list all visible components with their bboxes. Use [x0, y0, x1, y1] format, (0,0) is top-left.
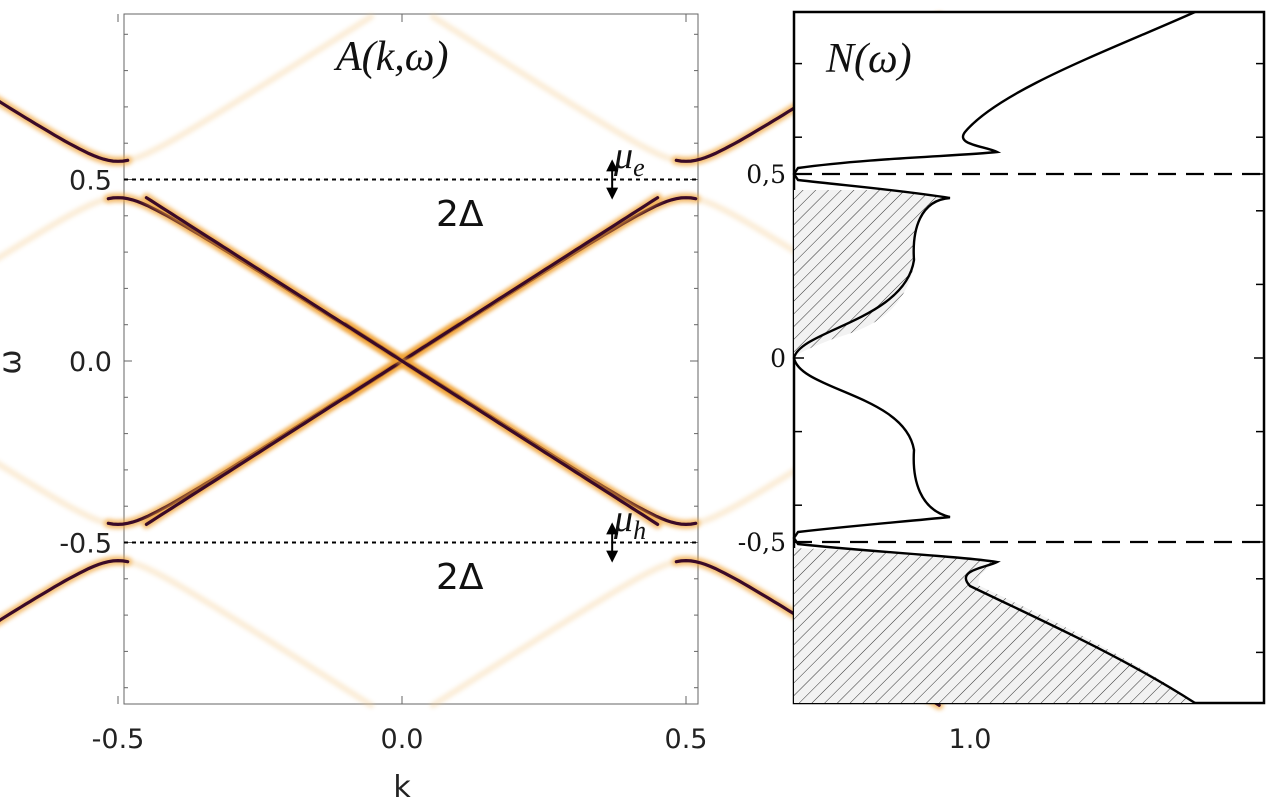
x-tick-label: 0.0 [381, 724, 424, 755]
gap-arrow-head-down [606, 187, 619, 200]
band-line [0, 100, 130, 163]
right-panel-title: N(ω) [825, 36, 912, 82]
gap-arrow-head-down [606, 550, 619, 563]
y-tick-label: 0.0 [69, 347, 112, 378]
y-tick-label: 0.5 [69, 166, 112, 197]
x-axis-label: k [393, 770, 411, 803]
gap-label-upper: 2Δ [436, 194, 484, 235]
y-axis-label: ω [0, 349, 28, 374]
dos-curve [792, 10, 1196, 705]
gap-label-lower: 2Δ [436, 557, 484, 598]
faint-band [429, 13, 675, 163]
spectral-function-panel: -1.0-0.50.00.51.0 -0.50.00.5 A(k,ω) k ω … [0, 12, 1001, 803]
faint-band [429, 559, 675, 709]
x-tick-label: -0.5 [92, 724, 145, 755]
faint-band [0, 196, 107, 261]
faint-band [129, 13, 375, 163]
density-of-states-panel: 0,5 0 -0,5 N(ω) [738, 10, 1266, 705]
x-tick-labels: -1.0-0.50.00.51.0 [92, 724, 992, 755]
hatched-region-lower [794, 548, 1195, 703]
dos-y-tick-label: 0 [770, 344, 786, 373]
dos-y-tick-label: 0,5 [746, 160, 786, 189]
mu-e-label: μe [613, 135, 645, 182]
dos-dashed-lines [794, 172, 1264, 544]
dos-y-tick-label: -0,5 [738, 528, 786, 557]
gap-arrow-head-up [606, 522, 619, 535]
faint-band [129, 559, 375, 709]
faint-band [0, 461, 107, 526]
x-tick-label: 0.5 [665, 724, 708, 755]
dos-y-tick-labels: 0,5 0 -0,5 [738, 160, 786, 557]
hatched-region-upper [794, 190, 945, 358]
band-line [0, 558, 130, 622]
x-tick-label: 1.0 [949, 724, 992, 755]
gap-arrows [606, 159, 619, 563]
y-tick-label: -0.5 [59, 529, 112, 560]
left-panel-title: A(k,ω) [333, 34, 448, 80]
y-tick-labels: -0.5 0.0 0.5 [59, 166, 112, 560]
gap-arrow-head-up [606, 159, 619, 172]
dirac-line [144, 196, 660, 526]
mu-h-label: μh [613, 498, 646, 545]
